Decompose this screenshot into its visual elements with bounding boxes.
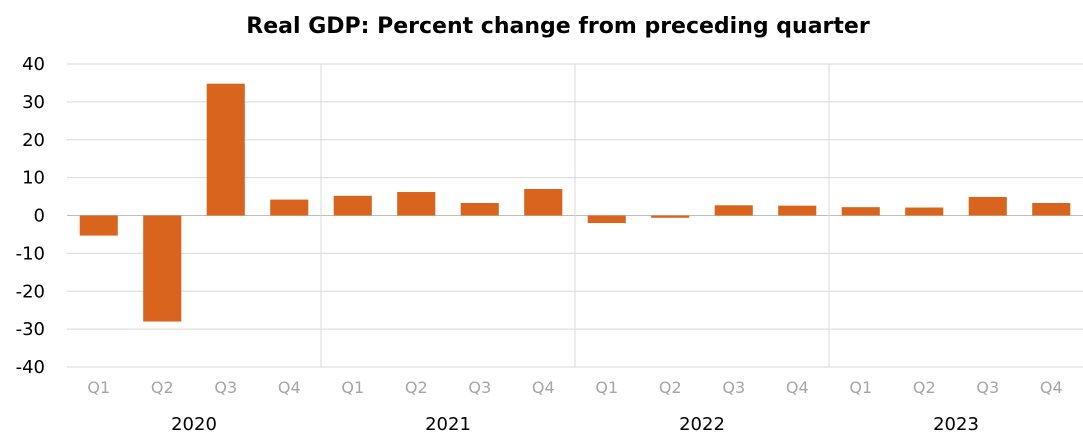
- chart-title: Real GDP: Percent change from preceding …: [246, 14, 870, 39]
- bar-5: [397, 192, 436, 216]
- y-tick-label: 40: [22, 54, 45, 75]
- x-tick-label: Q1: [341, 378, 364, 397]
- x-tick-label: Q1: [87, 378, 110, 397]
- bar-1: [143, 215, 182, 322]
- x-tick-label: Q3: [214, 378, 237, 397]
- bar-15: [1032, 203, 1071, 216]
- bar-0: [79, 215, 118, 236]
- x-tick-label: Q2: [151, 378, 174, 397]
- y-tick-label: 30: [22, 92, 45, 113]
- bar-9: [651, 215, 690, 218]
- bar-8: [587, 215, 626, 224]
- x-tick-label: Q3: [976, 378, 999, 397]
- x-tick-label: Q1: [595, 378, 618, 397]
- x-tick-label: Q4: [786, 378, 809, 397]
- x-tick-label: Q4: [532, 378, 555, 397]
- x-tick-label: Q2: [405, 378, 428, 397]
- x-tick-label: Q2: [913, 378, 936, 397]
- x-tick-label: Q4: [278, 378, 301, 397]
- bar-13: [905, 207, 944, 216]
- y-tick-label: -20: [16, 281, 45, 302]
- x-axis-quarter-ticks: Q1 Q2 Q3 Q4 Q1 Q2 Q3 Q4 Q1 Q2 Q3 Q4 Q1 Q2 Q3 Q4: [87, 378, 1062, 397]
- x-tick-label: Q1: [849, 378, 872, 397]
- y-axis-ticks: 40 30 20 10 0 -10 -20 -30 -40: [16, 54, 45, 378]
- year-separators: [320, 64, 830, 367]
- year-label-2023: 2023: [933, 414, 979, 435]
- x-tick-label: Q3: [468, 378, 491, 397]
- y-tick-label: 0: [34, 206, 45, 227]
- year-label-2022: 2022: [679, 414, 725, 435]
- y-tick-label: -10: [16, 243, 45, 264]
- year-label-2020: 2020: [171, 414, 217, 435]
- y-tick-label: 20: [22, 130, 45, 151]
- x-tick-label: Q3: [722, 378, 745, 397]
- y-tick-label: 10: [22, 168, 45, 189]
- bar-11: [778, 205, 817, 216]
- bar-6: [460, 203, 499, 216]
- x-tick-label: Q4: [1040, 378, 1063, 397]
- bar-3: [270, 199, 309, 216]
- bar-2: [206, 83, 245, 216]
- bar-12: [841, 207, 880, 216]
- x-tick-label: Q2: [659, 378, 682, 397]
- bars: [79, 83, 1071, 322]
- x-axis-year-labels: 2020 2021 2022 2023: [171, 414, 979, 435]
- y-tick-label: -30: [16, 319, 45, 340]
- bar-14: [968, 196, 1007, 216]
- year-label-2021: 2021: [425, 414, 471, 435]
- bar-4: [333, 195, 372, 216]
- bar-7: [524, 188, 563, 216]
- bar-10: [714, 205, 753, 216]
- y-tick-label: -40: [16, 357, 45, 378]
